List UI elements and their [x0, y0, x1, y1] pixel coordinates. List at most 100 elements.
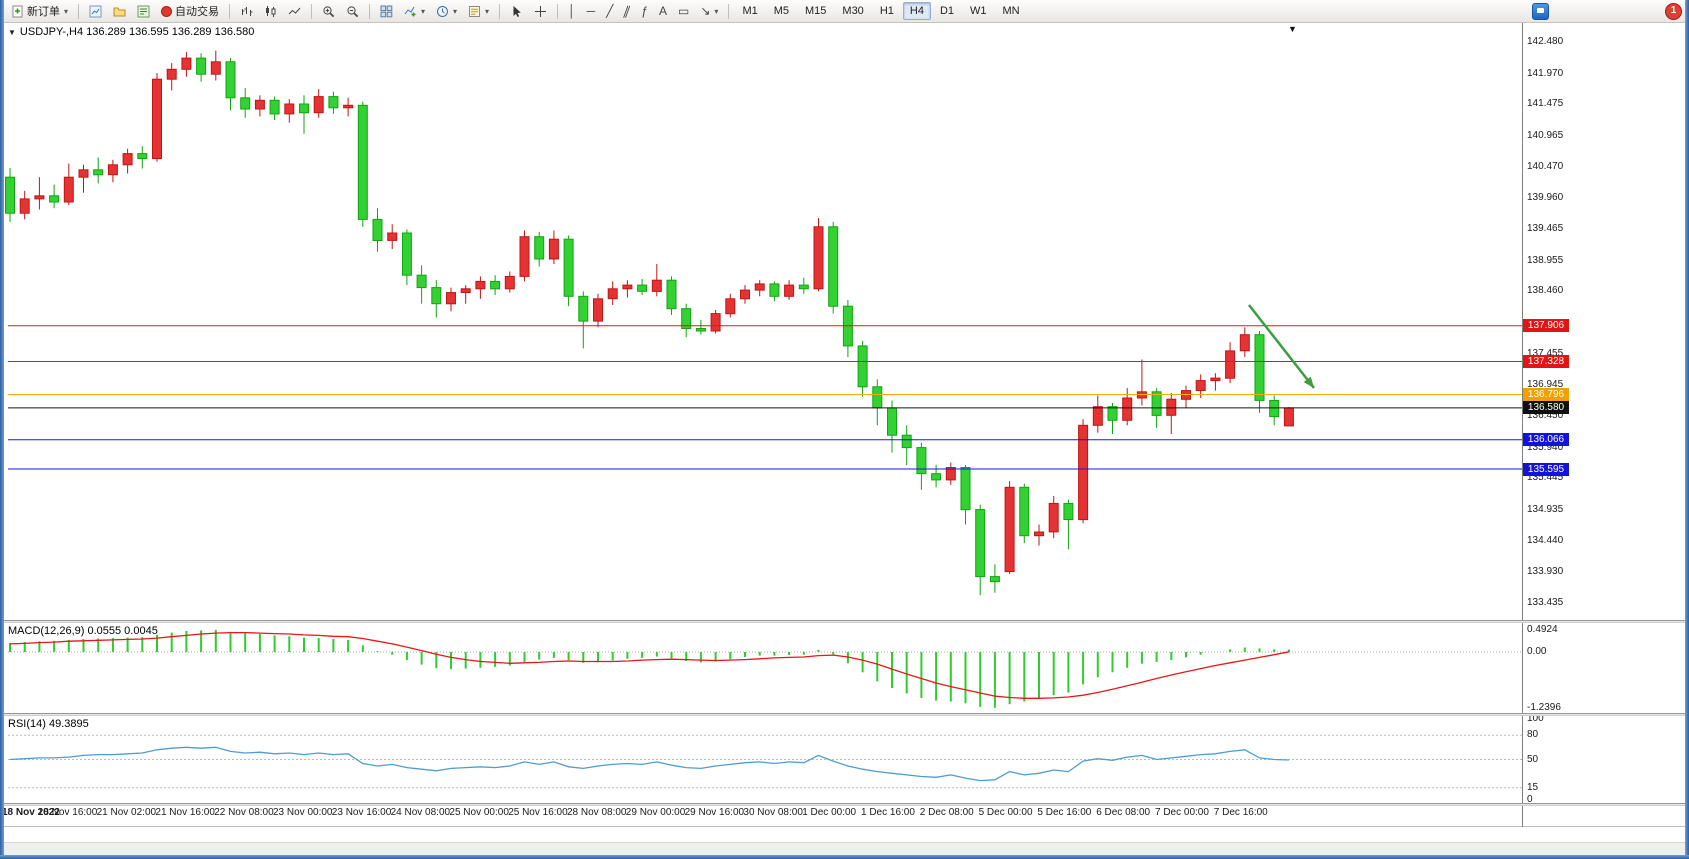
bull-candle — [945, 467, 956, 481]
bear-candle — [769, 283, 780, 297]
timeframe-button-m30[interactable]: M30 — [835, 2, 870, 20]
timeframe-button-w1[interactable]: W1 — [963, 2, 994, 20]
price-level-label: 137.328 — [1523, 355, 1569, 369]
autotrading-button[interactable]: 自动交易 — [156, 2, 224, 21]
timeframe-button-m5[interactable]: M5 — [767, 2, 796, 20]
vertical-line-icon: │ — [568, 4, 576, 18]
timeframe-button-h4[interactable]: H4 — [902, 2, 931, 20]
rsi-panel[interactable] — [0, 716, 1523, 803]
toolbar: 新订单 ▾ 自动交易 — [0, 0, 1689, 23]
price-axis-label: 138.460 — [1527, 285, 1564, 297]
toolbar-separator — [369, 3, 371, 19]
panel-separator[interactable] — [0, 713, 1689, 716]
community-icon[interactable] — [1532, 3, 1549, 20]
bull-candle — [1239, 334, 1250, 352]
fibonacci-button[interactable]: ƒ — [636, 2, 653, 21]
bull-candle — [1092, 406, 1103, 426]
time-axis-label: 25 Nov 00:00 — [449, 807, 509, 818]
timeframe-button-m1[interactable]: M1 — [735, 2, 764, 20]
channel-button[interactable]: ∥ — [619, 2, 635, 21]
notification-badge[interactable]: 1 — [1665, 3, 1682, 20]
main-chart[interactable] — [0, 22, 1523, 620]
templates-button[interactable]: ▾ — [463, 2, 494, 21]
timeframe-button-d1[interactable]: D1 — [933, 2, 961, 20]
bear-candle — [916, 447, 927, 475]
clock-icon — [437, 5, 449, 17]
bar-chart-button[interactable] — [235, 2, 258, 21]
time-axis-label: 24 Nov 08:00 — [390, 807, 451, 818]
zoom-in-icon — [323, 5, 335, 17]
window-border-right — [1685, 0, 1689, 859]
new-order-label: 新订单 — [27, 6, 60, 18]
bear-candle — [695, 328, 706, 332]
bull-candle — [607, 288, 618, 300]
toolbar-separator — [229, 3, 231, 19]
bull-candle — [460, 288, 471, 293]
text-button[interactable]: A — [654, 2, 672, 21]
new-chart-button[interactable] — [84, 2, 107, 21]
bear-candle — [798, 284, 809, 290]
bull-candle — [1210, 377, 1221, 382]
data-window-button[interactable] — [132, 2, 155, 21]
new-order-button[interactable]: 新订单 ▾ — [6, 2, 73, 21]
chart-title: ▼ USDJPY-,H4 136.289 136.595 136.289 136… — [8, 26, 254, 38]
macd-panel[interactable] — [0, 623, 1523, 713]
vertical-line-button[interactable]: │ — [563, 2, 581, 21]
profiles-button[interactable] — [108, 2, 131, 21]
price-axis-label: 136.450 — [1527, 409, 1564, 421]
annotation-arrow-line[interactable] — [1248, 304, 1315, 389]
bull-candle — [548, 238, 559, 260]
price-axis-label: 133.930 — [1527, 566, 1564, 578]
timeframe-button-m15[interactable]: M15 — [798, 2, 833, 20]
bear-candle — [681, 308, 692, 330]
horizontal-line-button[interactable]: ─ — [582, 2, 601, 21]
arrows-button[interactable]: ↘ ▾ — [695, 2, 723, 21]
price-axis-label: 133.435 — [1527, 596, 1564, 608]
panel-separator[interactable] — [0, 803, 1689, 806]
candlestick-chart-button[interactable] — [259, 2, 282, 21]
timeframe-button-h1[interactable]: H1 — [873, 2, 901, 20]
time-axis-label: 21 Nov 02:00 — [96, 807, 157, 818]
price-axis-label: 141.475 — [1527, 98, 1564, 110]
zoom-in-button[interactable] — [317, 2, 340, 21]
timeframe-group: M1 M5 M15 M30 H1 H4 D1 W1 MN — [734, 2, 1027, 20]
price-axis-label: 134.440 — [1527, 534, 1564, 546]
bear-candle — [872, 386, 883, 409]
cursor-button[interactable] — [505, 2, 528, 21]
periods-button[interactable]: ▾ — [431, 2, 462, 21]
window-border-left — [0, 0, 4, 859]
tile-windows-button[interactable] — [375, 2, 398, 21]
text-label-button[interactable]: ▭ — [673, 2, 694, 21]
annotation-arrow-head[interactable] — [1303, 376, 1314, 388]
panel-separator[interactable] — [0, 620, 1689, 623]
price-axis-label: 140.470 — [1527, 160, 1564, 172]
time-axis-label: 25 Nov 16:00 — [508, 807, 568, 818]
symbol-collapse-icon[interactable]: ▼ — [8, 27, 16, 37]
trendline-icon: ╱ — [606, 4, 614, 18]
line-chart-button[interactable] — [283, 2, 306, 21]
time-axis-label: 29 Nov 00:00 — [625, 807, 686, 818]
macd-axis-label: 0.4924 — [1527, 623, 1558, 635]
zoom-out-button[interactable] — [341, 2, 364, 21]
bear-candle — [887, 407, 897, 436]
trendline-button[interactable]: ╱ — [601, 2, 618, 21]
line-chart-icon — [288, 7, 301, 14]
bull-candle — [446, 292, 456, 305]
horizontal-line-icon: ─ — [586, 4, 596, 18]
bar-chart-icon — [242, 6, 253, 16]
rsi-axis-label: 80 — [1527, 729, 1539, 741]
indicators-icon — [404, 6, 416, 16]
price-level-label: 135.595 — [1523, 462, 1569, 476]
bull-candle — [784, 284, 795, 297]
bear-candle — [269, 99, 280, 115]
bear-candle — [578, 295, 589, 322]
crosshair-button[interactable] — [529, 2, 552, 21]
chevron-down-icon: ▾ — [714, 6, 719, 16]
chart-shift-marker[interactable]: ▼ — [1288, 24, 1297, 34]
crosshair-icon — [535, 5, 547, 17]
timeframe-button-mn[interactable]: MN — [996, 2, 1027, 20]
bull-candle — [813, 226, 824, 290]
channel-icon: ∥ — [621, 4, 633, 18]
indicators-button[interactable]: ▾ — [399, 2, 430, 21]
price-axis-label: 139.960 — [1527, 192, 1564, 204]
